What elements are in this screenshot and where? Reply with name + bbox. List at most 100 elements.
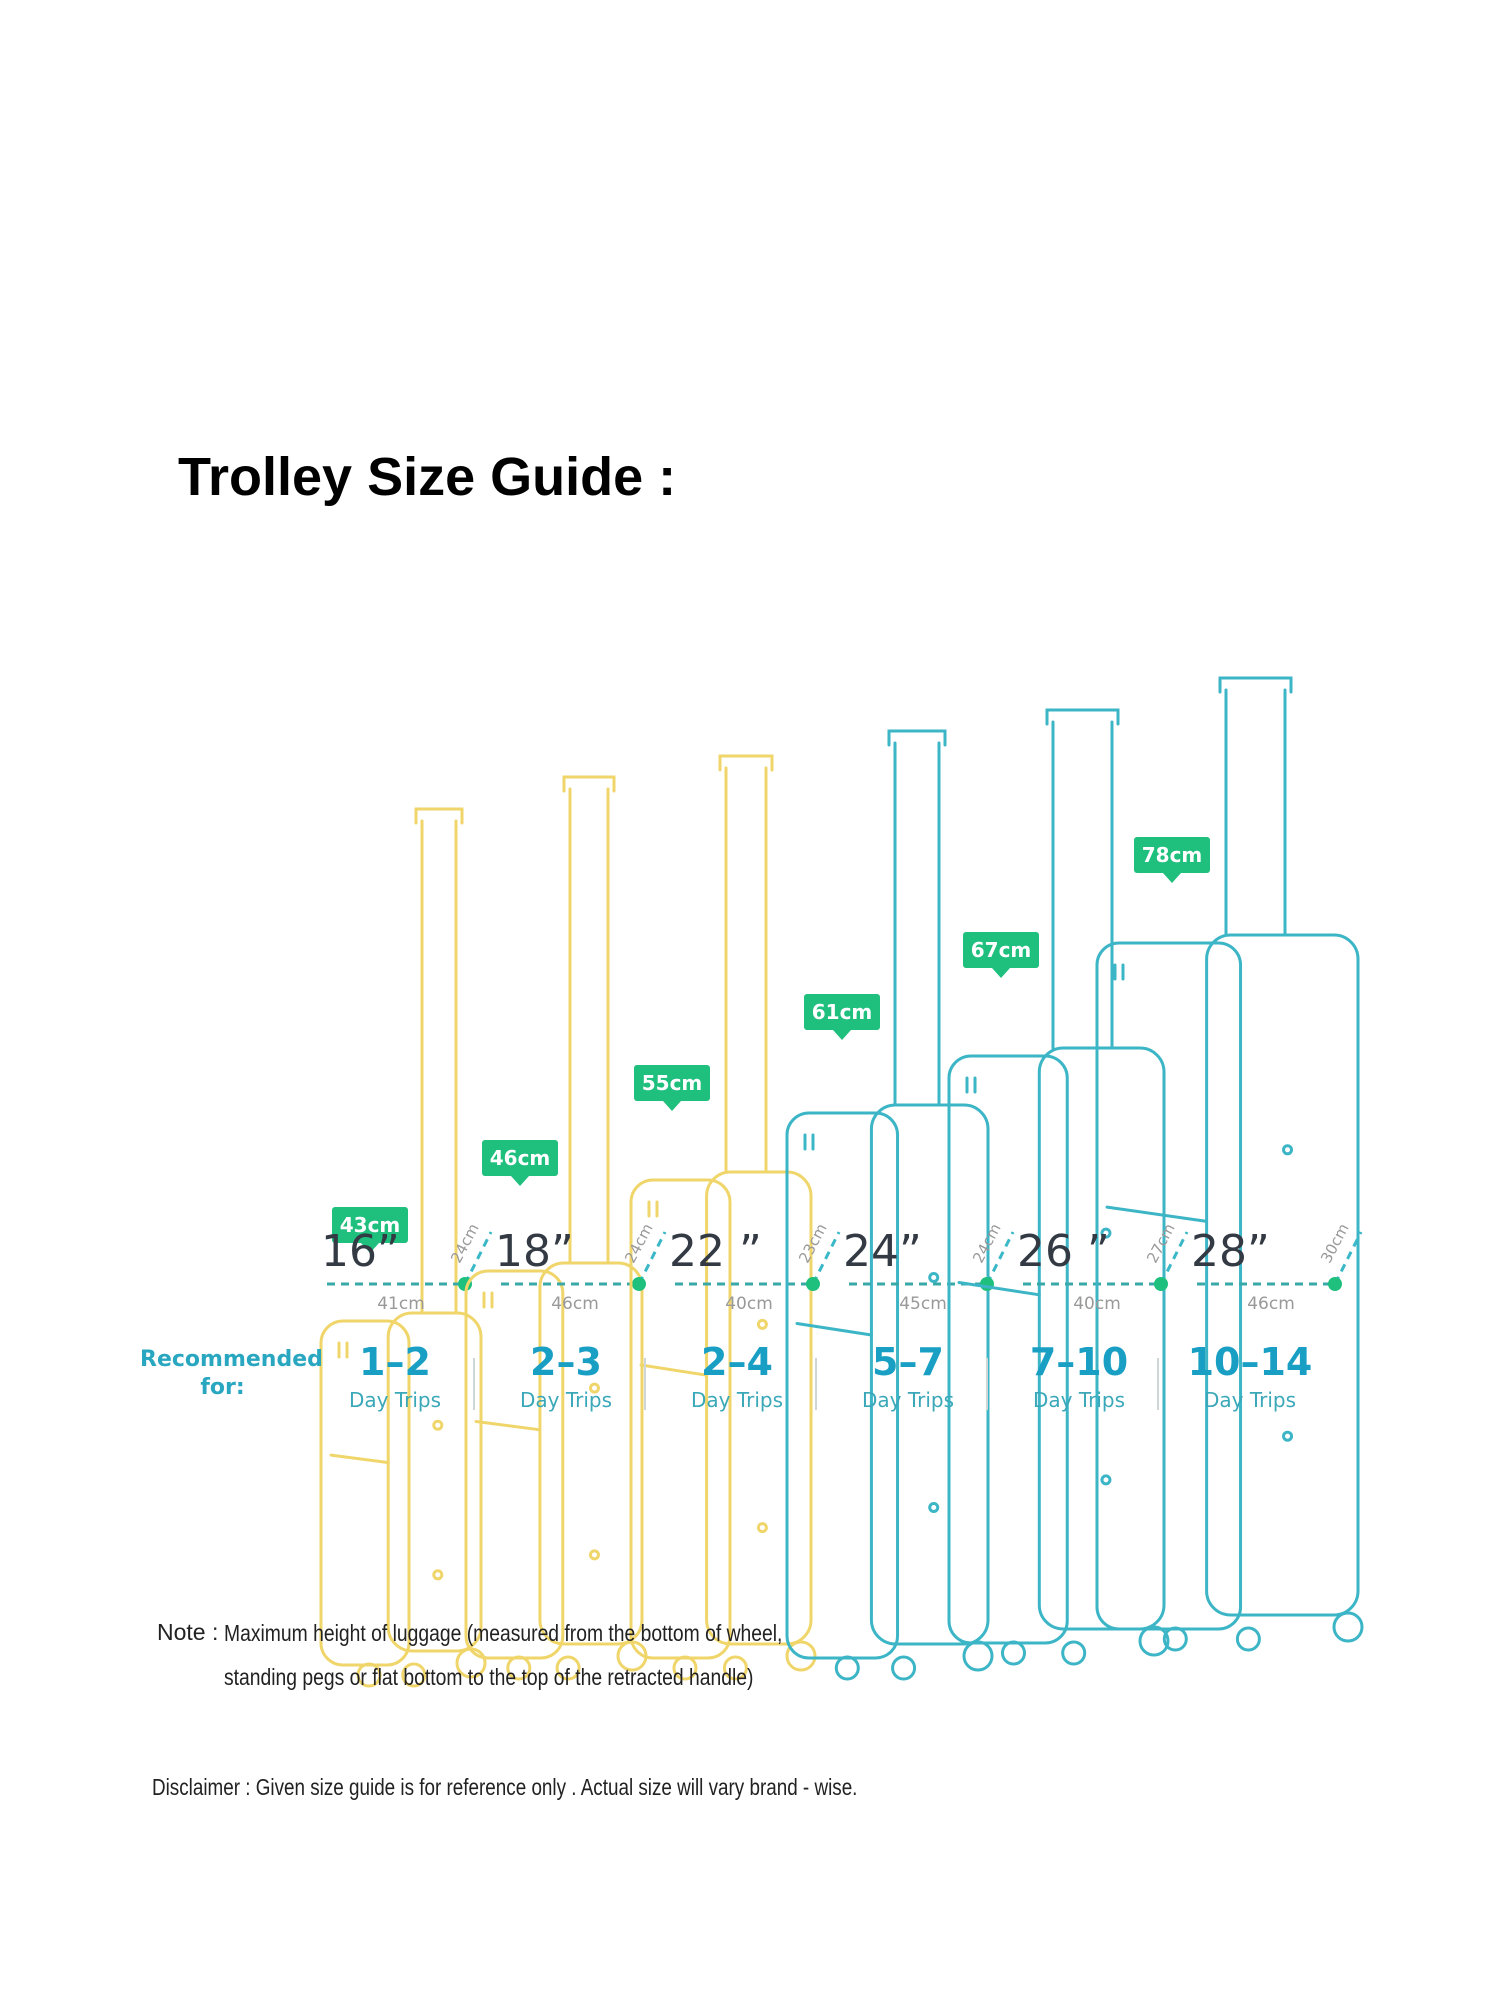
trip-label: Day Trips (1032, 1388, 1126, 1412)
size-label: 22 ” (669, 1226, 762, 1277)
wheel (1001, 1640, 1026, 1666)
wheel (356, 1662, 382, 1688)
trip-range: 2–3 (530, 1340, 602, 1384)
suitcase-back (785, 1111, 900, 1660)
trip-label: Day Trips (861, 1388, 955, 1412)
measure-dot (1328, 1277, 1342, 1291)
dot (756, 1522, 768, 1534)
zipper (337, 1341, 349, 1359)
dot (432, 1419, 444, 1431)
trip-label: Day Trips (348, 1388, 442, 1412)
zipper (965, 1076, 977, 1094)
depth-dashed-line (637, 1231, 667, 1285)
depth-dashed-line (811, 1231, 841, 1285)
seam (1105, 1205, 1209, 1223)
measure-dot (806, 1277, 820, 1291)
zipper (1113, 963, 1125, 981)
depth-dashed-line (463, 1231, 493, 1285)
handle (414, 807, 464, 1315)
width-label: 45cm (899, 1294, 947, 1314)
dot (1100, 1474, 1112, 1486)
separator (644, 1358, 646, 1410)
suitcase-front (705, 1170, 813, 1646)
width-label: 40cm (1073, 1294, 1121, 1314)
note-label: Note : (157, 1619, 219, 1645)
width-label: 46cm (1247, 1294, 1295, 1314)
separator (986, 1358, 988, 1410)
dot (1282, 1144, 1294, 1156)
wheel (834, 1655, 860, 1681)
height-tag: 78cm (1134, 837, 1210, 883)
handle (562, 775, 616, 1265)
dot (1100, 1227, 1112, 1239)
note-line2: standing pegs or flat bottom to the top … (224, 1664, 754, 1690)
dot (432, 1569, 444, 1581)
wheel (1235, 1626, 1261, 1652)
size-label: 18” (495, 1226, 574, 1277)
trip-label: Day Trips (519, 1388, 613, 1412)
trip-label: Day Trips (690, 1388, 784, 1412)
dot (588, 1549, 600, 1561)
wheel (1332, 1611, 1364, 1643)
height-tag: 55cm (634, 1065, 710, 1111)
size-label: 28” (1191, 1226, 1270, 1277)
trip-range: 1–2 (359, 1340, 431, 1384)
disclaimer-text: Disclaimer : Given size guide is for ref… (152, 1774, 858, 1800)
suitcase-back (1095, 941, 1243, 1631)
separator (1157, 1358, 1159, 1410)
handle (887, 729, 947, 1107)
size-label: 16” (321, 1226, 400, 1277)
suitcase-front (1037, 1046, 1166, 1631)
height-tag: 46cm (482, 1140, 558, 1186)
wheel (1061, 1640, 1087, 1666)
size-label: 26 ” (1017, 1226, 1110, 1277)
depth-dashed-line (985, 1231, 1015, 1285)
dot (928, 1272, 940, 1283)
wheel (672, 1655, 698, 1681)
width-label: 41cm (377, 1294, 425, 1314)
suitcase-front (386, 1311, 483, 1653)
recommended-label: Recommended for: (140, 1346, 323, 1402)
seam (957, 1280, 1041, 1297)
trip-range: 10–14 (1187, 1340, 1313, 1384)
height-tag: 43cm (332, 1207, 408, 1253)
wheel (722, 1655, 748, 1681)
trip-range: 5–7 (872, 1340, 944, 1384)
trip-range: 7–10 (1029, 1340, 1129, 1384)
width-label: 40cm (725, 1294, 773, 1314)
size-label: 24” (843, 1226, 922, 1277)
zipper (803, 1133, 815, 1151)
zipper (482, 1291, 494, 1309)
handle (1218, 676, 1293, 937)
handle (718, 754, 774, 1174)
wheel (785, 1640, 817, 1672)
recommended-line1: Recommended (140, 1347, 323, 1372)
suitcase-front (538, 1261, 644, 1646)
suitcase-front (869, 1103, 990, 1646)
page-title: Trolley Size Guide : (178, 447, 677, 507)
dot (1282, 1430, 1294, 1442)
height-tag: 61cm (804, 994, 880, 1040)
wheel (1138, 1625, 1170, 1657)
wheel (962, 1640, 994, 1672)
zipper (647, 1200, 659, 1218)
handle (1045, 708, 1120, 1050)
seam (474, 1419, 542, 1432)
separator (473, 1358, 475, 1410)
wheel (506, 1655, 532, 1681)
wheel (1162, 1626, 1188, 1652)
dot (928, 1502, 940, 1513)
dot (756, 1318, 768, 1330)
width-label: 46cm (551, 1294, 599, 1314)
depth-dashed-line (1333, 1231, 1363, 1285)
suitcase-front (1205, 933, 1360, 1617)
seam (329, 1453, 390, 1465)
measure-dot (632, 1277, 646, 1291)
wheel (891, 1655, 917, 1681)
note-line1: Maximum height of luggage (measured from… (224, 1620, 783, 1646)
recommended-line2: for: (200, 1375, 245, 1400)
trip-label: Day Trips (1203, 1388, 1297, 1412)
separator (815, 1358, 817, 1410)
wheel (555, 1655, 581, 1681)
